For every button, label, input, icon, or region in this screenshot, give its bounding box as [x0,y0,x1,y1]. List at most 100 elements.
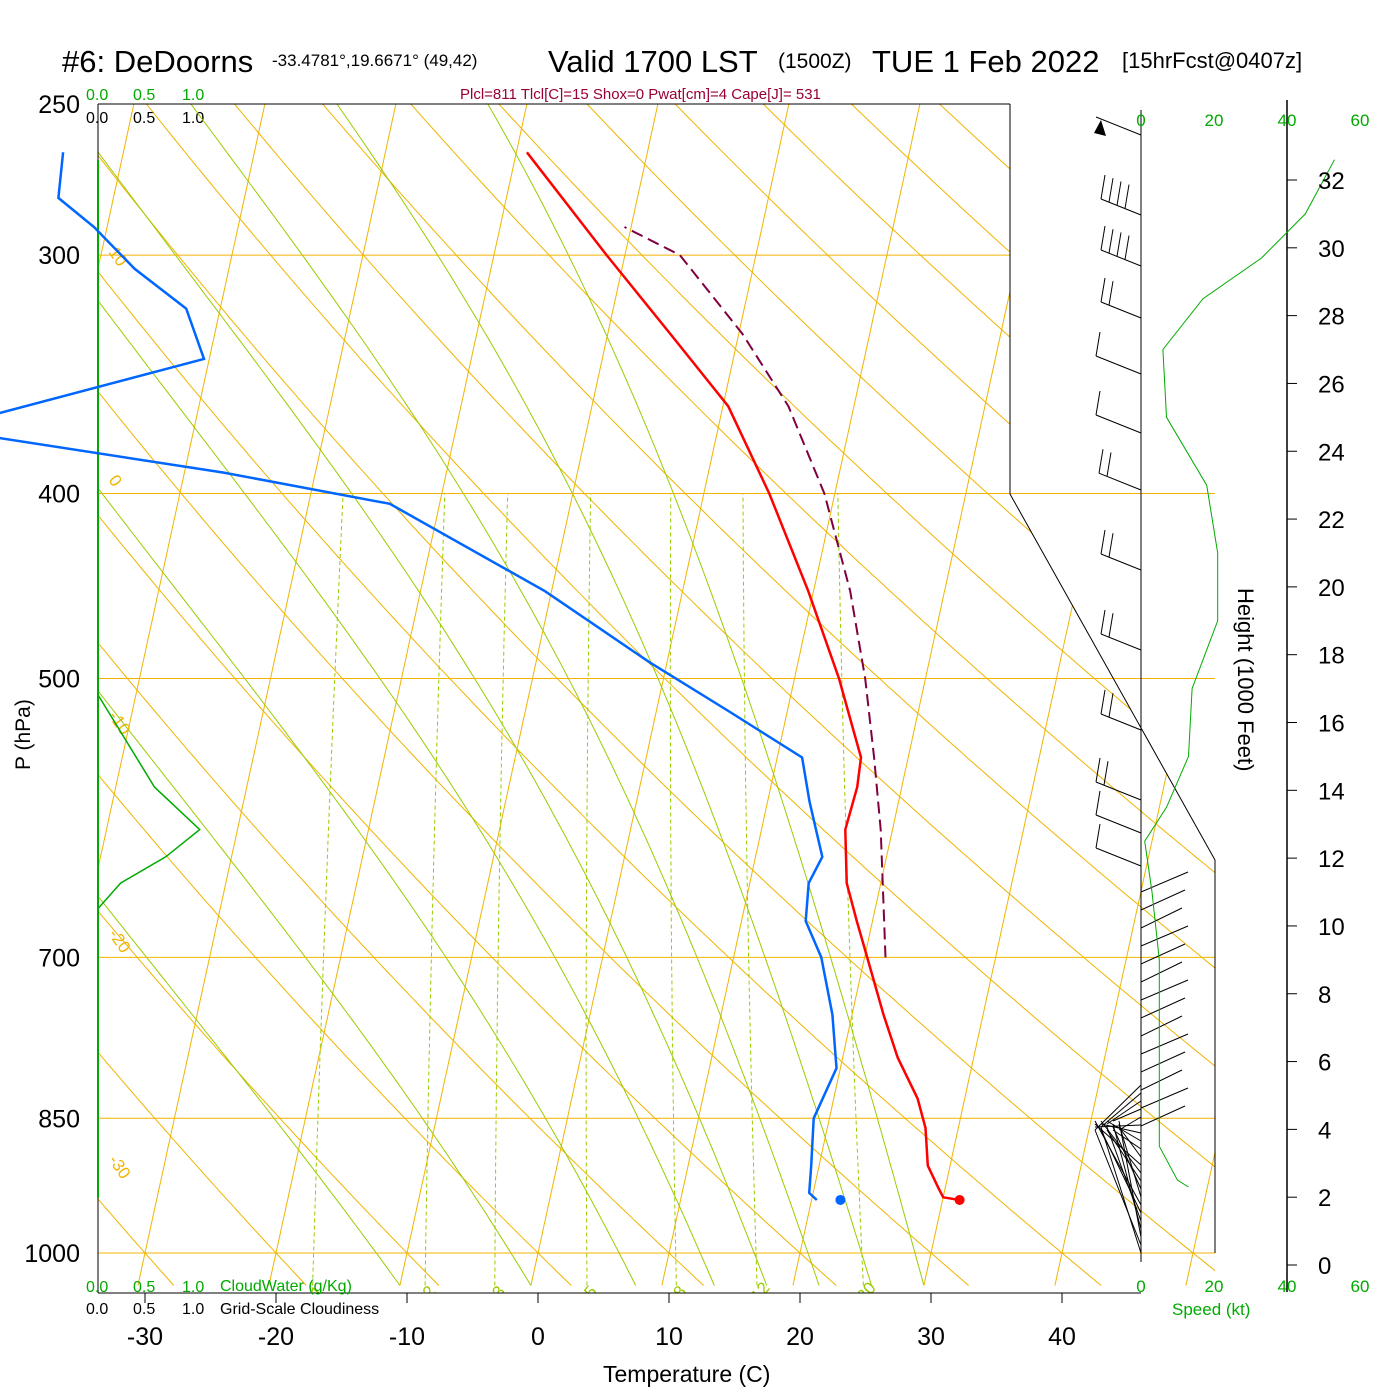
wind-barb-feather [1124,184,1130,209]
dry-adiabat [98,104,572,1286]
wind-barb [1100,713,1142,731]
wind-barb [1100,301,1142,319]
dry-adiabat-label: 0 [1007,325,1035,354]
temperature-tick-label: -10 [389,1323,425,1351]
parcel-trace [624,226,887,958]
height-tick-label: 26 [1318,371,1345,398]
wind-barb [1112,1129,1142,1150]
isotherm [268,104,535,1286]
pressure-ticks: 250 300 400 500 700 850 1000 [24,91,80,1268]
dry-adiabat [554,104,1215,1286]
wind-barb [1100,1123,1142,1134]
speed-tick-top: 20 [1205,111,1224,130]
mixing-ratio-line [585,493,592,1286]
wind-barb-feather [1100,174,1106,200]
wind-barb [1140,1087,1189,1109]
svg-text:0.5: 0.5 [133,1301,155,1318]
speed-axis-label: Speed (kt) [1172,1300,1250,1319]
wind-barb [1118,1123,1142,1198]
mixing-ratio-line [312,493,344,1286]
pressure-tick-label: 700 [38,944,80,972]
height-tick-label: 30 [1318,236,1345,263]
wind-barb-feather [1100,529,1106,555]
temperature-line [525,151,960,1202]
cloud-water-profile [97,694,201,910]
svg-text:0.0: 0.0 [86,87,108,104]
valid-date: TUE 1 Feb 2022 [872,44,1099,79]
wind-barb [1098,472,1142,491]
svg-text:0.5: 0.5 [133,1279,155,1296]
temperature-tick-label: -20 [258,1323,294,1351]
dry-adiabat [98,104,970,1286]
height-tick-label: 10 [1318,914,1345,941]
surface-dewpoint-dot [835,1194,846,1205]
wind-barb [1140,979,1189,1001]
wind-barb-feather [1116,181,1122,206]
moist-adiabat [98,104,532,1286]
mixing-ratio-line [742,493,758,1286]
isotherm [661,104,928,1286]
mixing-ratio-line [669,493,677,1286]
wind-barb [1118,1126,1142,1158]
dry-adiabat [119,104,1215,1286]
height-tick-label: 20 [1318,575,1345,602]
height-axis-label: Height (1000 Feet) [1233,588,1258,771]
isotherm [399,104,666,1286]
isotherm-label: 0 [105,471,126,490]
wind-barb-feather [1095,390,1101,416]
dewpoint-trace [0,152,846,1205]
station-coords: -33.4781°,19.6671° (49,42) [272,51,477,70]
isotherm [137,104,404,1286]
height-tick-label: 22 [1318,507,1345,534]
height-tick-label: 4 [1318,1117,1331,1144]
wind-barb [1094,1129,1142,1246]
speed-tick-bottom: 0 [1136,1277,1145,1296]
isotherm [923,104,1190,1286]
surface-temperature-dot [954,1194,965,1205]
svg-text:1.0: 1.0 [182,110,204,127]
pressure-tick-label: 250 [38,91,80,119]
dry-adiabat [206,104,1215,1286]
isotherm [1054,104,1215,1286]
wind-barb [1100,553,1142,571]
mixing-ratio-lines: 1 2 3 5 8 12 20 [307,493,880,1301]
wind-barb-feather [1124,235,1130,260]
wind-barb-feather [1108,281,1114,306]
pressure-tick-label: 300 [38,242,80,270]
temperature-trace [525,151,965,1205]
wind-barb-feather [1095,790,1101,816]
temperature-tick-label: 10 [655,1323,683,1351]
wind-barb [1095,414,1142,434]
dry-adiabat [467,104,1215,1286]
parcel-line [624,226,887,958]
wind-speed-profile [1144,159,1335,1188]
dry-adiabat [1164,104,1215,1286]
wind-barb [1106,1129,1142,1182]
dry-adiabat [98,104,837,1286]
temperature-tick-label: 0 [531,1323,545,1351]
dry-adiabat [0,70,41,1285]
isotherm-label: -20 [105,925,135,956]
wind-barb [1094,1124,1142,1128]
moist-adiabat [487,104,925,1286]
mixing-ratio-label: 3 [488,1282,509,1301]
mixing-ratio-line [424,493,446,1286]
wind-barb [1140,1105,1186,1127]
mixing-ratio-label: 5 [580,1282,601,1301]
wind-barb-feather [1108,613,1114,638]
wind-barb-feather [1095,757,1101,783]
temperature-tick-label: 20 [786,1323,814,1351]
speed-tick-bottom: 20 [1205,1277,1224,1296]
height-tick-label: 32 [1318,168,1345,195]
isotherm [792,104,1059,1286]
temperature-tick-label: 40 [1048,1323,1076,1351]
dry-adiabat [380,104,1215,1286]
height-tick-label: 14 [1318,778,1345,805]
wind-barb [1100,249,1142,267]
svg-text:CloudWater (g/Kg): CloudWater (g/Kg) [220,1278,352,1295]
svg-text:0.0: 0.0 [86,1301,108,1318]
moist-adiabat [336,104,872,1286]
height-tick-label: 16 [1318,711,1345,738]
